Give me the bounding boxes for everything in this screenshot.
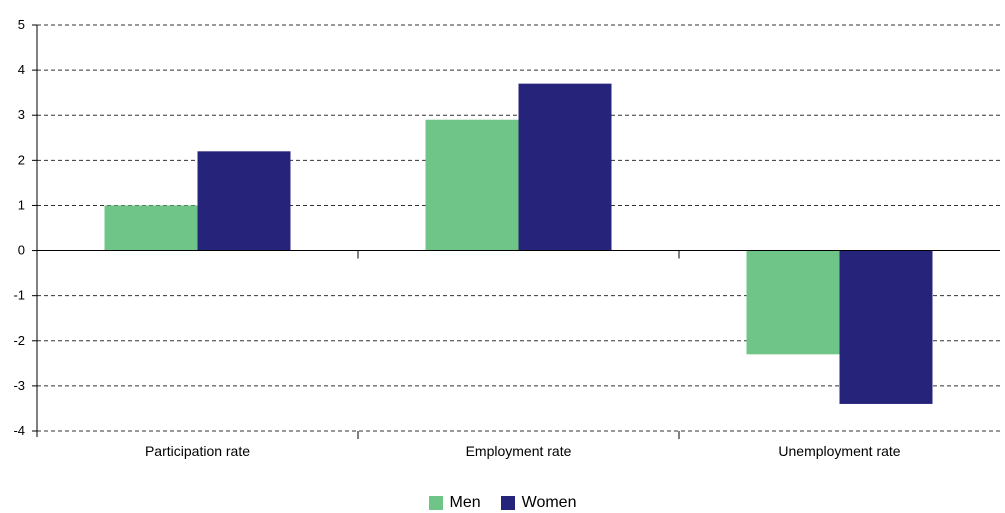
legend-item-women: Women — [500, 494, 577, 512]
axes — [36, 25, 1000, 439]
y-tick-label: 5 — [18, 17, 25, 32]
x-category-label: Unemployment rate — [778, 443, 900, 459]
x-axis-labels: Participation rate Employment rate Unemplo… — [145, 443, 901, 459]
y-tick-label: 0 — [18, 243, 25, 258]
y-tick-label: 3 — [18, 107, 25, 122]
legend-swatch-women — [500, 496, 515, 510]
y-tick-label: -3 — [13, 378, 25, 393]
bar-chart: 5 4 3 2 1 0 -1 -2 -3 -4 Participation rate Employm… — [13, 17, 1000, 459]
y-tick-label: 1 — [18, 197, 25, 212]
legend-swatch-men — [428, 496, 443, 510]
bar-men-2 — [746, 250, 840, 355]
legend-label-men: Men — [449, 494, 481, 511]
bars — [104, 83, 933, 404]
bar-men-0 — [104, 205, 198, 251]
bar-women-0 — [197, 151, 291, 251]
x-category-label: Participation rate — [145, 443, 250, 459]
legend-label-women: Women — [521, 494, 577, 511]
x-category-label: Employment rate — [466, 443, 572, 459]
y-tick-label: -2 — [13, 333, 25, 348]
y-tick-label: -1 — [13, 288, 25, 303]
bar-men-1 — [425, 119, 519, 251]
legend-item-men: Men — [428, 494, 481, 512]
y-tick-label: -4 — [13, 423, 25, 438]
bar-women-2 — [839, 250, 933, 404]
legend: Men Women — [0, 494, 1005, 512]
y-axis-ticks: 5 4 3 2 1 0 -1 -2 -3 -4 — [13, 17, 37, 438]
bar-women-1 — [518, 83, 612, 251]
y-tick-label: 4 — [18, 62, 25, 77]
y-tick-label: 2 — [18, 152, 25, 167]
